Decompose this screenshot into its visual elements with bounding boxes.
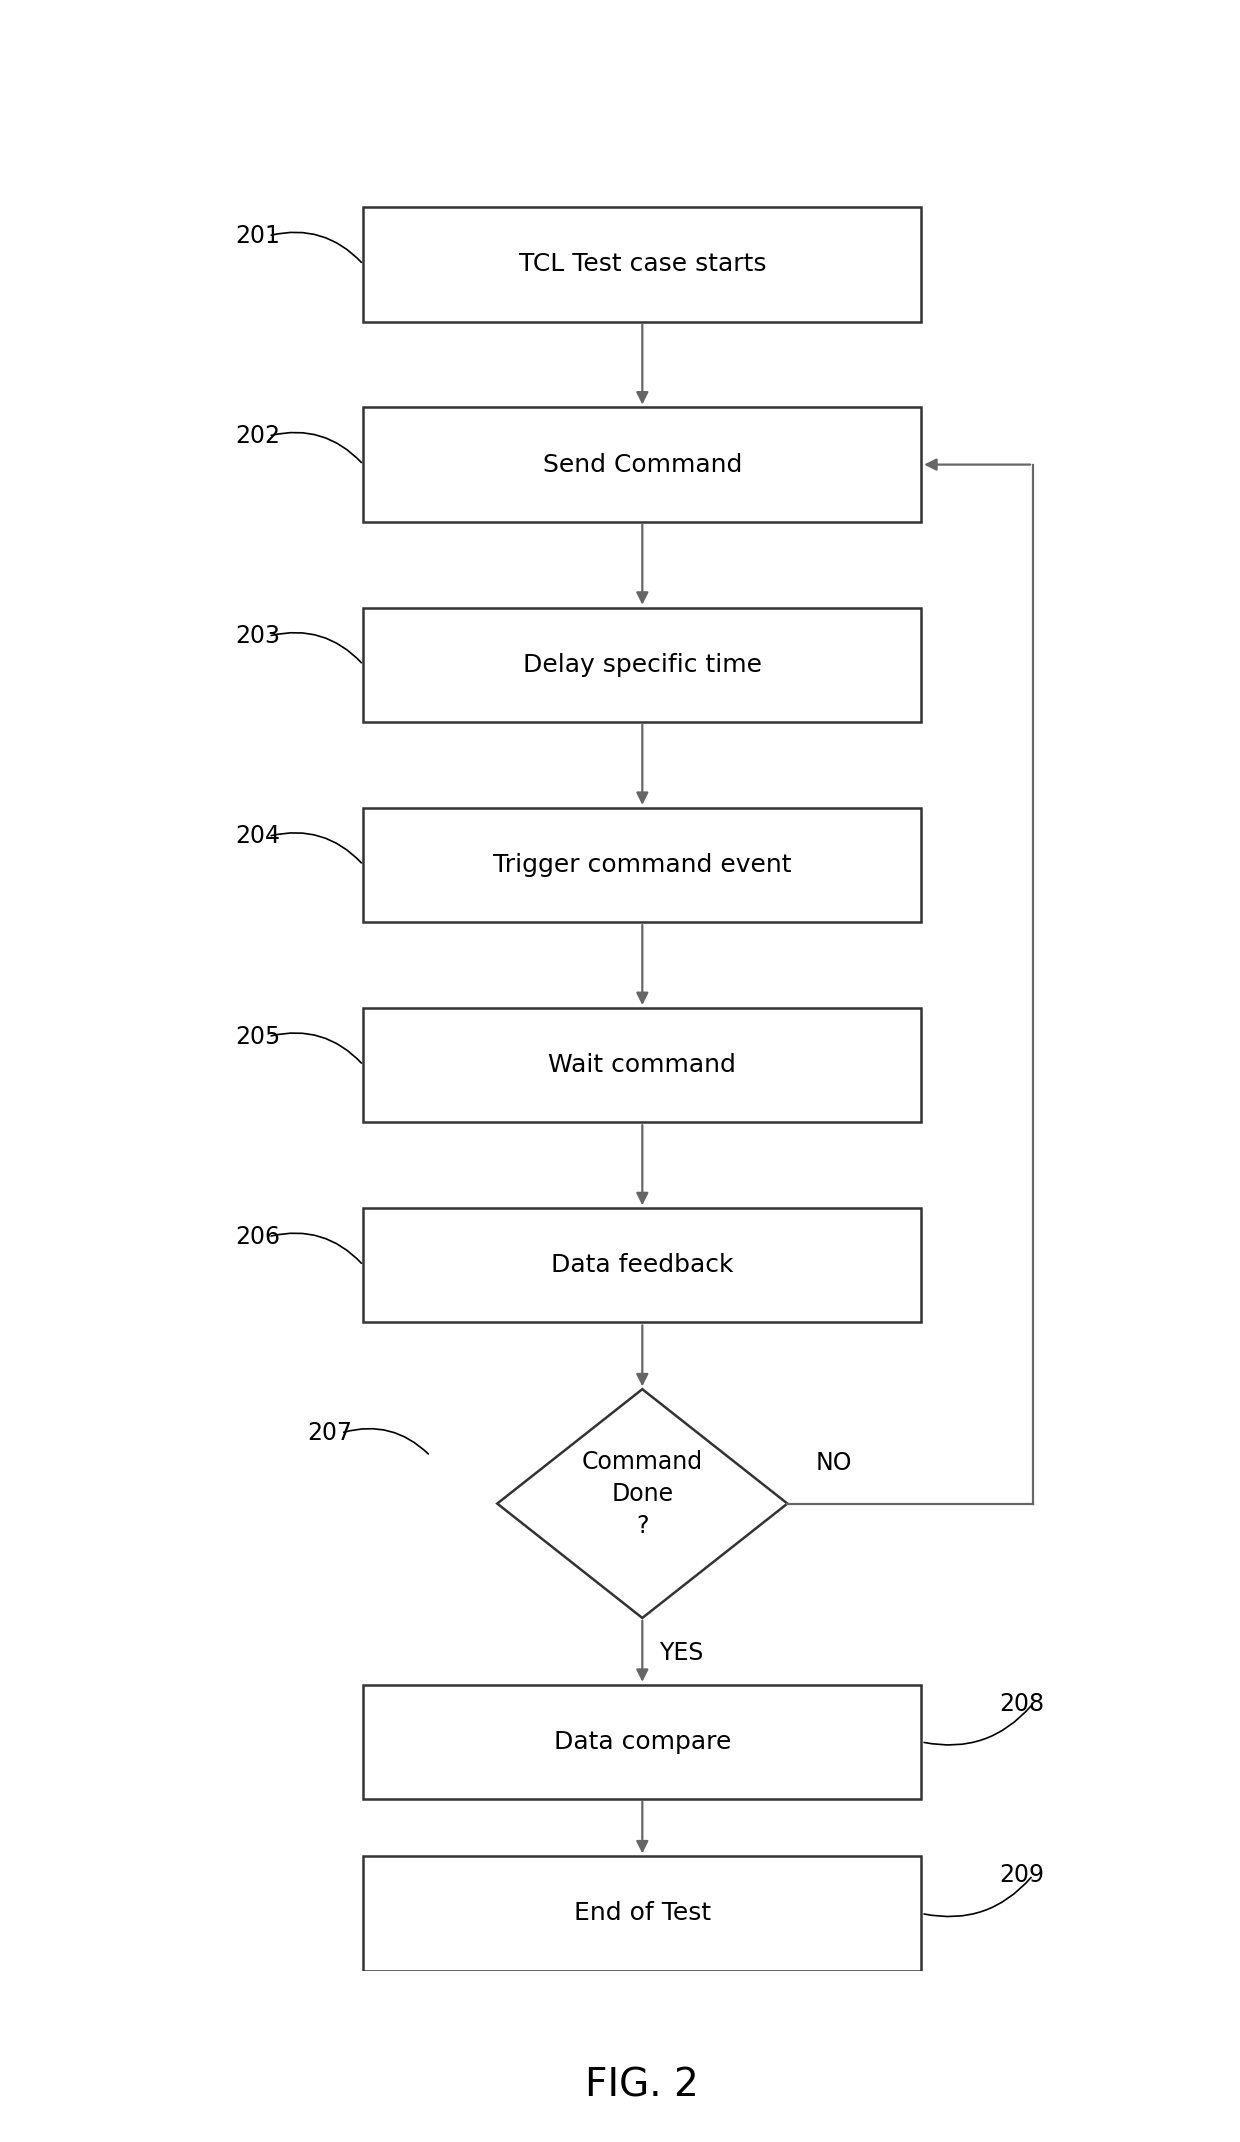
Text: 206: 206 xyxy=(236,1225,280,1249)
FancyBboxPatch shape xyxy=(363,1684,921,1799)
Text: TCL Test case starts: TCL Test case starts xyxy=(518,253,766,276)
FancyBboxPatch shape xyxy=(363,1208,921,1322)
FancyBboxPatch shape xyxy=(363,1009,921,1122)
FancyBboxPatch shape xyxy=(363,208,921,321)
Text: 205: 205 xyxy=(236,1024,280,1050)
FancyBboxPatch shape xyxy=(363,407,921,523)
Text: Command
Done
?: Command Done ? xyxy=(582,1450,703,1538)
FancyBboxPatch shape xyxy=(363,808,921,923)
Text: 201: 201 xyxy=(236,223,280,248)
Text: 208: 208 xyxy=(999,1692,1044,1716)
Text: Data compare: Data compare xyxy=(553,1731,732,1754)
Text: NO: NO xyxy=(816,1450,852,1476)
Text: Trigger command event: Trigger command event xyxy=(494,853,791,876)
Text: Send Command: Send Command xyxy=(543,452,742,478)
Text: 209: 209 xyxy=(999,1864,1044,1887)
FancyBboxPatch shape xyxy=(363,608,921,722)
FancyBboxPatch shape xyxy=(363,1857,921,1971)
Text: Wait command: Wait command xyxy=(548,1054,737,1077)
Text: 202: 202 xyxy=(236,424,280,448)
Text: End of Test: End of Test xyxy=(574,1902,711,1926)
Text: 204: 204 xyxy=(236,825,280,848)
Text: FIG. 2: FIG. 2 xyxy=(585,2067,699,2103)
Text: 207: 207 xyxy=(308,1420,352,1446)
Text: Data feedback: Data feedback xyxy=(551,1253,734,1277)
Text: Delay specific time: Delay specific time xyxy=(523,653,761,677)
Text: YES: YES xyxy=(660,1641,703,1664)
Polygon shape xyxy=(497,1390,787,1617)
Text: 203: 203 xyxy=(236,623,280,649)
